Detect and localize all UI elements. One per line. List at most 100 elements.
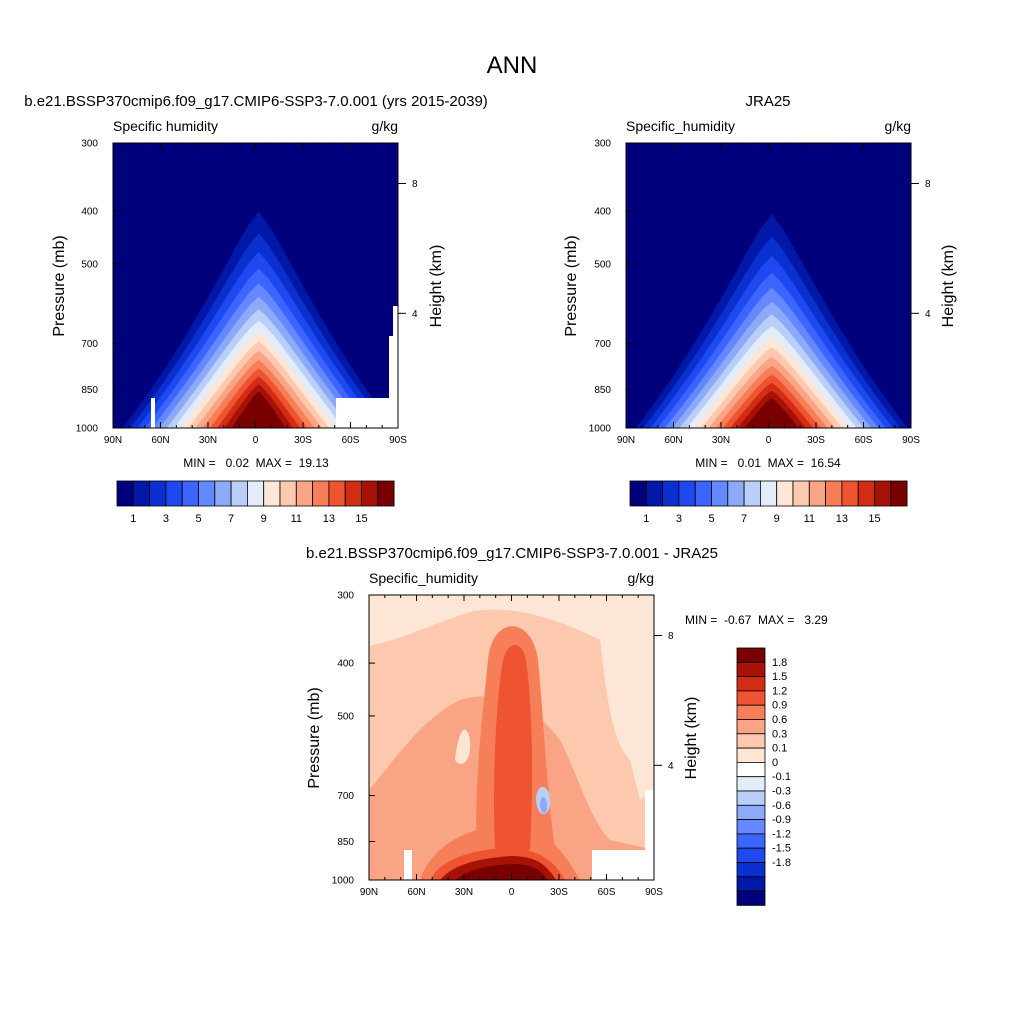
colorbar-label: 5 (195, 513, 201, 525)
colorbar-label: 0.6 (772, 714, 787, 726)
colorbar-label: 0 (772, 757, 778, 769)
y-tick-label: 400 (594, 207, 611, 218)
topography-mask (151, 398, 155, 428)
colorbar-swatch (694, 480, 712, 507)
colorbar-swatch (736, 704, 766, 720)
y-tick-label: 850 (594, 385, 611, 396)
contour-band (744, 398, 799, 428)
panel-model-variable-label: Specific humidity (113, 118, 218, 134)
colorbar-label: 3 (676, 513, 682, 525)
panel-obs-title: JRA25 (745, 93, 790, 110)
topography-mask (645, 790, 654, 850)
colorbar-swatch (736, 733, 766, 749)
colorbar-swatch (132, 480, 151, 507)
panel-model-axes: 90N 60N 30N 0 30S 60S 90S 300 400 500 700 850 1000 8 4 (76, 139, 418, 447)
panel-diff-contour-plot (369, 595, 654, 880)
panel-diff-axes: 90N 60N 30N 0 30S 60S 90S 300 400 500 700 850 1000 8 4 (332, 591, 674, 899)
colorbar-swatch (295, 480, 313, 507)
contour-band (630, 736, 654, 800)
colorbar-swatch (198, 480, 216, 507)
colorbar-label: 11 (804, 513, 815, 525)
colorbar-swatch (165, 480, 183, 507)
colorbar-swatch (857, 480, 875, 507)
colorbar-swatch (736, 762, 766, 778)
colorbar-swatch (736, 833, 766, 849)
y-tick-label: 300 (337, 591, 354, 602)
x-tick-label: 30S (807, 435, 825, 446)
colorbar-label: 15 (868, 513, 880, 525)
y-tick-label: 1000 (589, 424, 612, 435)
x-tick-label: 90S (645, 887, 663, 898)
colorbar-swatch (377, 480, 395, 507)
x-tick-label: 30N (455, 887, 473, 898)
panel-model-min-max: MIN = 0.02 MAX = 19.13 (183, 456, 329, 470)
x-tick-label: 30N (199, 435, 217, 446)
panel-model-y2-axis-label: Height (km) (428, 245, 445, 328)
contour-band (493, 645, 533, 850)
colorbar-swatch (361, 480, 379, 507)
panel-model: b.e21.BSSP370cmip6.f09_g17.CMIP6-SSP3-7.… (24, 93, 488, 525)
y2-tick-label: 4 (412, 309, 418, 320)
colorbar-label: 1 (130, 513, 136, 525)
panel-obs: JRA25 Specific_humidity g/kg 90N 60N 30N 0 3… (563, 93, 957, 525)
colorbar-swatch (279, 480, 297, 507)
colorbar-label: 7 (228, 513, 234, 525)
colorbar-label: -1.5 (772, 843, 791, 855)
panel-diff-colorbar: 1.8 1.5 1.2 0.9 0.6 0.3 0.1 0 -0.1 -0.3 -0.6 -0.9 -1… (736, 647, 791, 906)
colorbar-swatch (629, 480, 647, 507)
panel-model-y-axis-label: Pressure (mb) (51, 235, 68, 336)
panel-diff-y-axis-label: Pressure (mb) (306, 687, 323, 788)
colorbar-swatch (736, 790, 766, 806)
colorbar-swatch (328, 480, 346, 507)
colorbar-label: -1.8 (772, 857, 791, 869)
colorbar-label: -1.2 (772, 828, 791, 840)
colorbar-swatch (736, 819, 766, 835)
colorbar-label: 0.3 (772, 728, 787, 740)
y-tick-label: 700 (337, 791, 354, 802)
colorbar-swatch (743, 480, 761, 507)
y-tick-label: 1000 (332, 876, 355, 887)
x-tick-label: 60S (598, 887, 616, 898)
panel-obs-y-axis-label: Pressure (mb) (563, 235, 580, 336)
x-tick-label: 0 (253, 435, 259, 446)
x-tick-label: 60S (342, 435, 360, 446)
panel-obs-units-label: g/kg (885, 118, 911, 134)
x-tick-label: 30S (550, 887, 568, 898)
colorbar-swatch (645, 480, 663, 507)
colorbar-label: 0.1 (772, 743, 787, 755)
y-tick-label: 500 (337, 711, 354, 722)
y-tick-label: 700 (81, 339, 98, 350)
y2-tick-label: 8 (412, 179, 418, 190)
colorbar-swatch (825, 480, 843, 507)
colorbar-label: -0.9 (772, 814, 791, 826)
x-tick-label: 60S (855, 435, 873, 446)
colorbar-swatch (263, 480, 281, 507)
colorbar-swatch (736, 661, 766, 677)
colorbar-swatch (736, 719, 766, 735)
colorbar-label: -0.6 (772, 800, 791, 812)
x-tick-label: 90N (360, 887, 378, 898)
y-tick-label: 850 (81, 385, 98, 396)
panel-diff: b.e21.BSSP370cmip6.f09_g17.CMIP6-SSP3-7.… (306, 545, 828, 906)
colorbar-swatch (736, 676, 766, 692)
y-tick-label: 1000 (76, 424, 99, 435)
x-tick-label: 60N (664, 435, 682, 446)
y-tick-label: 300 (81, 139, 98, 150)
y-tick-label: 850 (337, 837, 354, 848)
colorbar-swatch (344, 480, 362, 507)
colorbar-swatch (736, 876, 766, 892)
y-tick-label: 500 (594, 259, 611, 270)
panel-diff-min-max: MIN = -0.67 MAX = 3.29 (685, 613, 828, 627)
colorbar-swatch (736, 747, 766, 763)
colorbar-swatch (678, 480, 696, 507)
x-tick-label: 30S (294, 435, 312, 446)
panel-obs-y2-axis-label: Height (km) (940, 245, 957, 328)
colorbar-label: 0.9 (772, 700, 787, 712)
colorbar-label: 1.8 (772, 657, 787, 669)
x-tick-label: 90S (902, 435, 920, 446)
y-tick-label: 500 (81, 259, 98, 270)
contour-band (455, 729, 471, 764)
x-tick-label: 90S (389, 435, 407, 446)
x-tick-label: 30N (712, 435, 730, 446)
